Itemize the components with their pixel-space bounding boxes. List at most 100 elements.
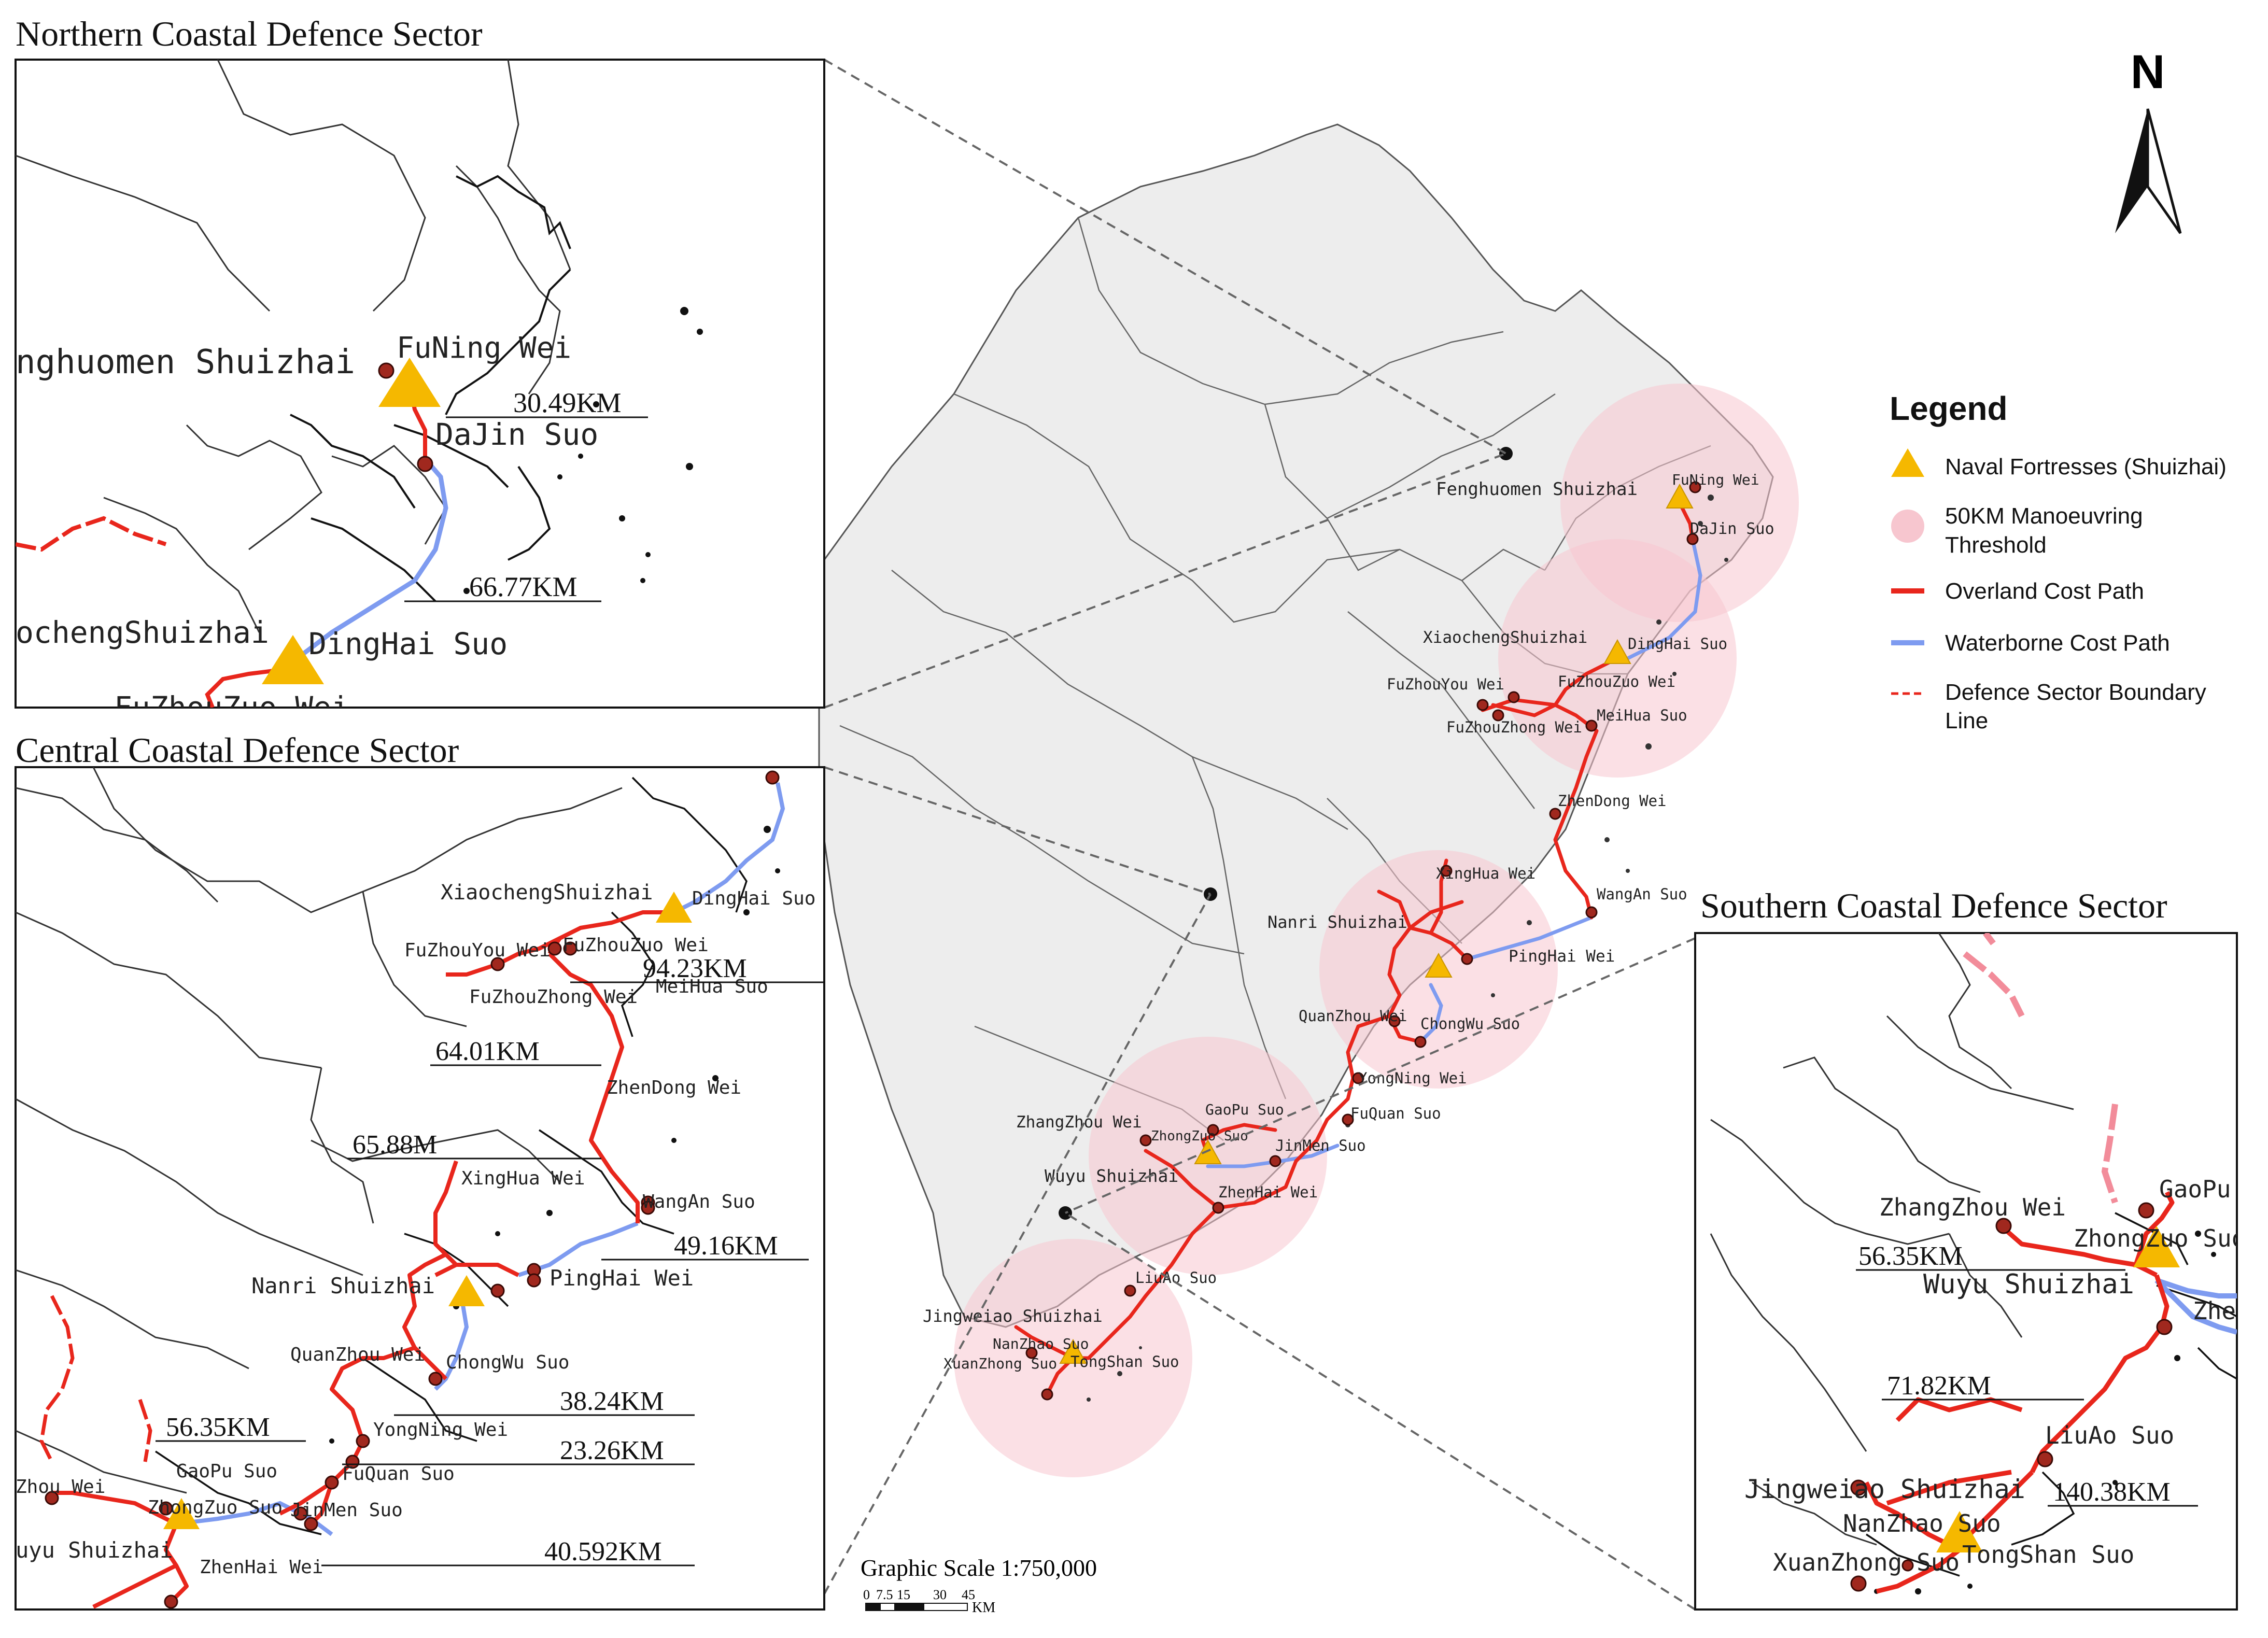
south-inset: ZhangZhou Wei GaoPu ZhongZuo Suo Wuyu Sh… xyxy=(1694,932,2246,1611)
central-distance-7: 56.35KM xyxy=(166,1413,270,1442)
inset-leader-lines xyxy=(823,59,1696,1611)
north-inset-fortress-xiaocheng xyxy=(262,635,324,684)
central-distance-5: 38.24KM xyxy=(560,1387,664,1416)
garrison-zhendong xyxy=(1549,808,1561,820)
north-arrow-dark-half xyxy=(2115,109,2148,233)
scale-tick-2: 15 xyxy=(897,1587,910,1602)
main-label-zhangzhou: ZhangZhou Wei xyxy=(1016,1113,1142,1132)
south-inset-points xyxy=(1850,1202,2173,1592)
legend-item-3: Overland Cost Path xyxy=(1945,578,2144,604)
north-inset-islands xyxy=(463,307,703,594)
legend-fortress-symbol xyxy=(1891,448,1924,477)
main-label-wuyu: Wuyu Shuizhai xyxy=(1045,1166,1178,1186)
central-label-nanri: Nanri Shuizhai xyxy=(251,1273,435,1298)
south-label-nanzhao: NanZhao Suo xyxy=(1843,1509,2001,1537)
central-label-meihua: MeiHua Suo xyxy=(656,976,768,997)
north-label-dajin: DaJin Suo xyxy=(435,417,598,452)
main-label-xuanzhong: XuanZhong Suo xyxy=(943,1355,1057,1372)
island-scatter xyxy=(1087,495,1728,1402)
central-label-wangan: WangAn Suo xyxy=(643,1191,755,1212)
central-fortress-nanri xyxy=(448,1275,485,1306)
central-inset: XiaochengShuizhai DingHai Suo FuZhouYou … xyxy=(15,766,825,1611)
central-label-pinghai: PingHai Wei xyxy=(550,1265,694,1291)
south-distance-1: 56.35KM xyxy=(1858,1241,1963,1271)
main-label-xiaocheng: XiaochengShuizhai xyxy=(1423,628,1587,647)
garrison-fuquan xyxy=(1342,1113,1354,1126)
central-inset-boundaries xyxy=(16,767,623,1494)
central-inset-labels: XiaochengShuizhai DingHai Suo FuZhouYou … xyxy=(16,881,815,1578)
main-label-zhendong: ZhenDong Wei xyxy=(1558,792,1667,810)
central-label-fuzhouyou: FuZhouYou Wei xyxy=(404,940,551,961)
main-label-fuzhouzuo: FuZhouZuo Wei xyxy=(1558,673,1675,690)
south-inset-boundary-top xyxy=(1963,951,2025,1018)
south-label-gaopu: GaoPu xyxy=(2159,1175,2231,1203)
central-label-xiaocheng: XiaochengShuizhai xyxy=(441,881,653,905)
south-label-tongshan: TongShan Suo xyxy=(1962,1541,2134,1569)
south-inset-boundaries xyxy=(1710,933,2074,1546)
north-sector-title: Northern Coastal Defence Sector xyxy=(16,14,483,53)
central-distance-8: 40.592KM xyxy=(544,1537,662,1566)
central-label-gaopu: GaoPu Suo xyxy=(176,1461,277,1482)
central-label-xinghua: XingHua Wei xyxy=(461,1168,585,1189)
scale-tick-4: 45 xyxy=(962,1587,975,1602)
central-label-wuyu: uyu Shuizhai xyxy=(16,1537,173,1563)
scale-tick-0: 0 xyxy=(863,1587,870,1602)
main-label-zhenhai: ZhenHai Wei xyxy=(1218,1183,1318,1201)
north-label-fenghuomen: nghuomen Shuizhai xyxy=(16,343,355,382)
main-label-jingweiao: Jingweiao Shuizhai xyxy=(923,1306,1103,1326)
garrison-zhangzhou xyxy=(1139,1134,1152,1147)
legend-item-2-line1: 50KM Manoeuvring xyxy=(1945,503,2143,529)
north-inset-point-fenghuomen xyxy=(378,362,395,379)
garrison-fuzhouzuo xyxy=(1508,691,1520,703)
north-distance-2: 66.77KM xyxy=(469,571,577,602)
south-distance-3: 140.38KM xyxy=(2053,1477,2171,1507)
south-label-wuyu: Wuyu Shuizhai xyxy=(1923,1269,2134,1300)
north-label-xiaocheng: ochengShuizhai xyxy=(16,615,269,650)
main-label-xinghua: XingHua Wei xyxy=(1436,865,1536,882)
central-inset-boundary-left xyxy=(39,1295,75,1463)
fortress-jingweiao xyxy=(1059,1338,1087,1364)
main-label-dajin: DaJin Suo xyxy=(1690,520,1774,538)
legend-item-5-line1: Defence Sector Boundary xyxy=(1945,680,2206,705)
main-label-fuzhouyou: FuZhouYou Wei xyxy=(1387,675,1504,693)
main-label-dinghai: DingHai Suo xyxy=(1628,635,1727,653)
central-distance-2: 64.01KM xyxy=(435,1037,540,1066)
main-label-nanri: Nanri Shuizhai xyxy=(1267,912,1407,932)
fortress-nanri xyxy=(1425,952,1453,978)
garrison-chongwu xyxy=(1414,1036,1427,1048)
main-label-tongshan: TongShan Suo xyxy=(1070,1353,1179,1371)
central-inset-islands xyxy=(329,826,780,1444)
garrison-xinghua xyxy=(1440,865,1453,877)
main-label-fuquan: FuQuan Suo xyxy=(1350,1105,1441,1122)
north-inset-point-dajin xyxy=(417,456,433,472)
central-label-fuzhouzhong: FuZhouZhong Wei xyxy=(469,986,638,1008)
south-label-jingweiao: Jingweiao Shuizhai xyxy=(1744,1474,2025,1504)
main-label-liuao: LiuAo Suo xyxy=(1135,1269,1217,1287)
main-label-funing: FuNing Wei xyxy=(1672,471,1759,488)
central-label-quanzhou: QuanZhou Wei xyxy=(290,1344,425,1365)
north-inset-waterborne-path xyxy=(289,457,448,666)
main-label-zhongzuo: ZhongZuo Suo xyxy=(1151,1128,1248,1144)
south-label-liuao: LiuAo Suo xyxy=(2045,1421,2174,1449)
central-fortress-wuyu xyxy=(163,1498,200,1529)
main-garrison-points xyxy=(1025,481,1701,1401)
central-label-yongning: YongNing Wei xyxy=(373,1419,508,1441)
central-label-zhenhai: ZhenHai Wei xyxy=(200,1557,323,1578)
north-inset-fortress-funing xyxy=(378,358,441,407)
garrison-pinghai xyxy=(1461,953,1473,965)
south-label-zhongzuo: ZhongZuo Suo xyxy=(2074,1224,2246,1252)
north-label-fuzhou-cut: FuZhouZuo Wei xyxy=(114,690,349,725)
central-label-jinmen: JinMen Suo xyxy=(290,1500,403,1521)
main-label-quanzhou: QuanZhou Wei xyxy=(1299,1007,1407,1025)
south-inset-boundary-mid xyxy=(2101,1104,2118,1204)
scale-tick-3: 30 xyxy=(933,1587,947,1602)
legend-threshold-symbol xyxy=(1891,510,1924,543)
north-inset-labels: nghuomen Shuizhai FuNing Wei DaJin Suo o… xyxy=(16,331,598,725)
north-inset-distances: 30.49KM 66.77KM xyxy=(404,387,648,602)
garrison-jinmen xyxy=(1269,1155,1281,1167)
south-sector-title: Southern Coastal Defence Sector xyxy=(1700,886,2167,925)
central-distance-6: 23.26KM xyxy=(560,1436,664,1465)
main-label-chongwu: ChongWu Suo xyxy=(1420,1015,1520,1033)
north-distance-1: 30.49KM xyxy=(513,387,622,418)
central-inset-boundary-mid xyxy=(138,1399,152,1462)
